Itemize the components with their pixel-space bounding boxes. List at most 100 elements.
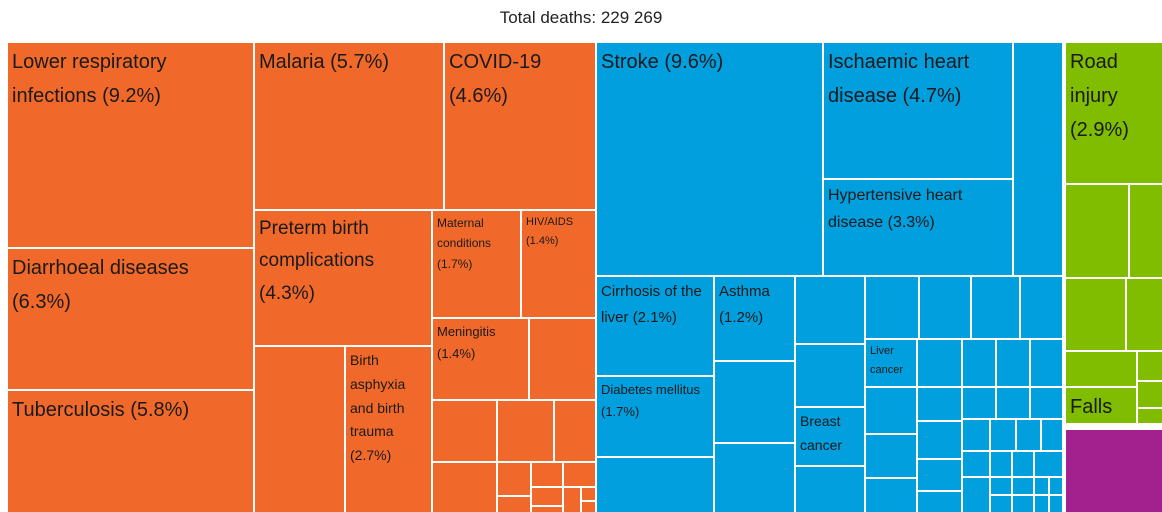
- cell: [1050, 496, 1062, 512]
- cell: [715, 362, 794, 442]
- cell: [1138, 382, 1162, 407]
- cell: [498, 463, 530, 495]
- cell: COVID-19 (4.6%): [445, 43, 595, 209]
- cell: [564, 488, 580, 512]
- cell-label: Stroke (9.6%): [597, 43, 822, 81]
- cell-value-label: (1.7%): [601, 404, 640, 420]
- cell-value-label: (1.7%): [437, 256, 473, 271]
- cell: Stroke (9.6%): [597, 43, 822, 275]
- cell: [1035, 478, 1048, 494]
- cell: [997, 388, 1029, 418]
- cell: [1013, 478, 1033, 494]
- cell: [972, 277, 1019, 338]
- cell-label: Lower respiratory infections (9.2%): [8, 43, 253, 115]
- cell: Cirrhosis of the liver (2.1%): [597, 277, 713, 375]
- cell: Maternal conditions (1.7%): [433, 211, 520, 317]
- cell: Diarrhoeal diseases (6.3%): [8, 249, 253, 389]
- cell: Falls: [1066, 388, 1136, 423]
- cell: Liver cancer: [866, 340, 916, 386]
- cell: HIV/AIDS (1.4%): [522, 211, 595, 317]
- cell: [963, 388, 995, 418]
- cell: [597, 458, 713, 512]
- cell-name: Malaria: [259, 51, 325, 73]
- cell: Ischaemic heart disease (4.7%): [824, 43, 1012, 178]
- cell: [1050, 478, 1062, 494]
- cell-name: Cirrhosis of the liver: [601, 283, 702, 326]
- cell: [564, 463, 595, 486]
- cell: [555, 401, 595, 461]
- cell-value-label: (9.2%): [102, 85, 161, 107]
- cell: Malaria (5.7%): [255, 43, 443, 209]
- cell-label: Liver cancer: [866, 340, 916, 381]
- cell: [991, 420, 1015, 450]
- cell: Tuberculosis (5.8%): [8, 391, 253, 512]
- cell: [866, 388, 916, 433]
- cell-label: Hypertensive heart disease (3.3%): [824, 180, 1012, 238]
- cell: [963, 478, 989, 512]
- cell-name: Road injury: [1070, 51, 1118, 107]
- cell-label: Preterm birth complications (4.3%): [255, 211, 431, 312]
- cell: [796, 277, 864, 343]
- cell: Preterm birth complications (4.3%): [255, 211, 431, 345]
- cell: [1066, 185, 1128, 277]
- cell: [1017, 420, 1040, 450]
- cell: [963, 420, 989, 450]
- cell: Hypertensive heart disease (3.3%): [824, 180, 1012, 275]
- cell: [997, 340, 1029, 386]
- cell: Asthma (1.2%): [715, 277, 794, 360]
- cell-value-label: (2.9%): [1070, 119, 1129, 141]
- cell-name: Falls: [1070, 396, 1113, 418]
- cell: [532, 463, 562, 486]
- cell-name: Meningitis: [437, 324, 496, 339]
- cell: [1035, 496, 1048, 512]
- cell-value-label: (2.1%): [632, 308, 677, 326]
- cell-value-label: (3.3%): [887, 214, 935, 232]
- cell-label: Birth asphyxia and birth trauma (2.7%): [346, 347, 431, 470]
- cell: [796, 467, 864, 512]
- cell: [1127, 279, 1162, 350]
- cell: [920, 277, 970, 338]
- cell: Birth asphyxia and birth trauma (2.7%): [346, 347, 431, 512]
- cell: [582, 488, 595, 500]
- cell: [918, 388, 961, 420]
- cell: [918, 422, 961, 458]
- cell: [1031, 340, 1062, 386]
- cell: [1031, 388, 1062, 418]
- cell-label: Diabetes mellitus (1.7%): [597, 377, 713, 425]
- cell-name: Liver cancer: [870, 345, 904, 376]
- cell-label: Diarrhoeal diseases (6.3%): [8, 249, 253, 321]
- cell-value-label: (6.3%): [12, 291, 71, 313]
- cell-value-label: (4.3%): [259, 282, 315, 304]
- cell: [866, 277, 918, 338]
- cell: [963, 452, 989, 476]
- cell-name: Tuberculosis: [12, 399, 125, 421]
- cell: [1035, 452, 1062, 476]
- cell-label: Breast cancer: [796, 408, 864, 460]
- cell-name: Birth asphyxia and birth trauma: [350, 352, 406, 440]
- cell: [498, 401, 553, 461]
- cell: [1130, 185, 1162, 277]
- cell-label: Cirrhosis of the liver (2.1%): [597, 277, 713, 332]
- cell-name: Stroke: [601, 51, 659, 73]
- cell-value-label: (5.7%): [330, 51, 390, 73]
- cell-name: Lower respiratory infections: [12, 51, 167, 107]
- cell: [963, 340, 995, 386]
- cell: [1021, 277, 1062, 338]
- cell-value-label: (9.6%): [664, 51, 724, 73]
- cell: [918, 492, 961, 512]
- cell-value-label: (1.2%): [719, 308, 764, 326]
- cell-label: Road injury (2.9%): [1066, 43, 1162, 149]
- cell-value-label: (5.8%): [130, 399, 190, 421]
- cell: [1138, 352, 1162, 380]
- cell-name: Preterm birth complications: [259, 218, 375, 272]
- cell: Meningitis (1.4%): [433, 319, 528, 399]
- cell: [1013, 452, 1033, 476]
- cell-value-label: (4.7%): [902, 85, 962, 107]
- cell: [1014, 43, 1062, 275]
- cell: [918, 340, 961, 386]
- cell-value-label: (1.4%): [526, 234, 559, 247]
- cell: [1138, 409, 1162, 423]
- cell-name: Breast cancer: [800, 413, 843, 453]
- cell: Breast cancer: [796, 408, 864, 465]
